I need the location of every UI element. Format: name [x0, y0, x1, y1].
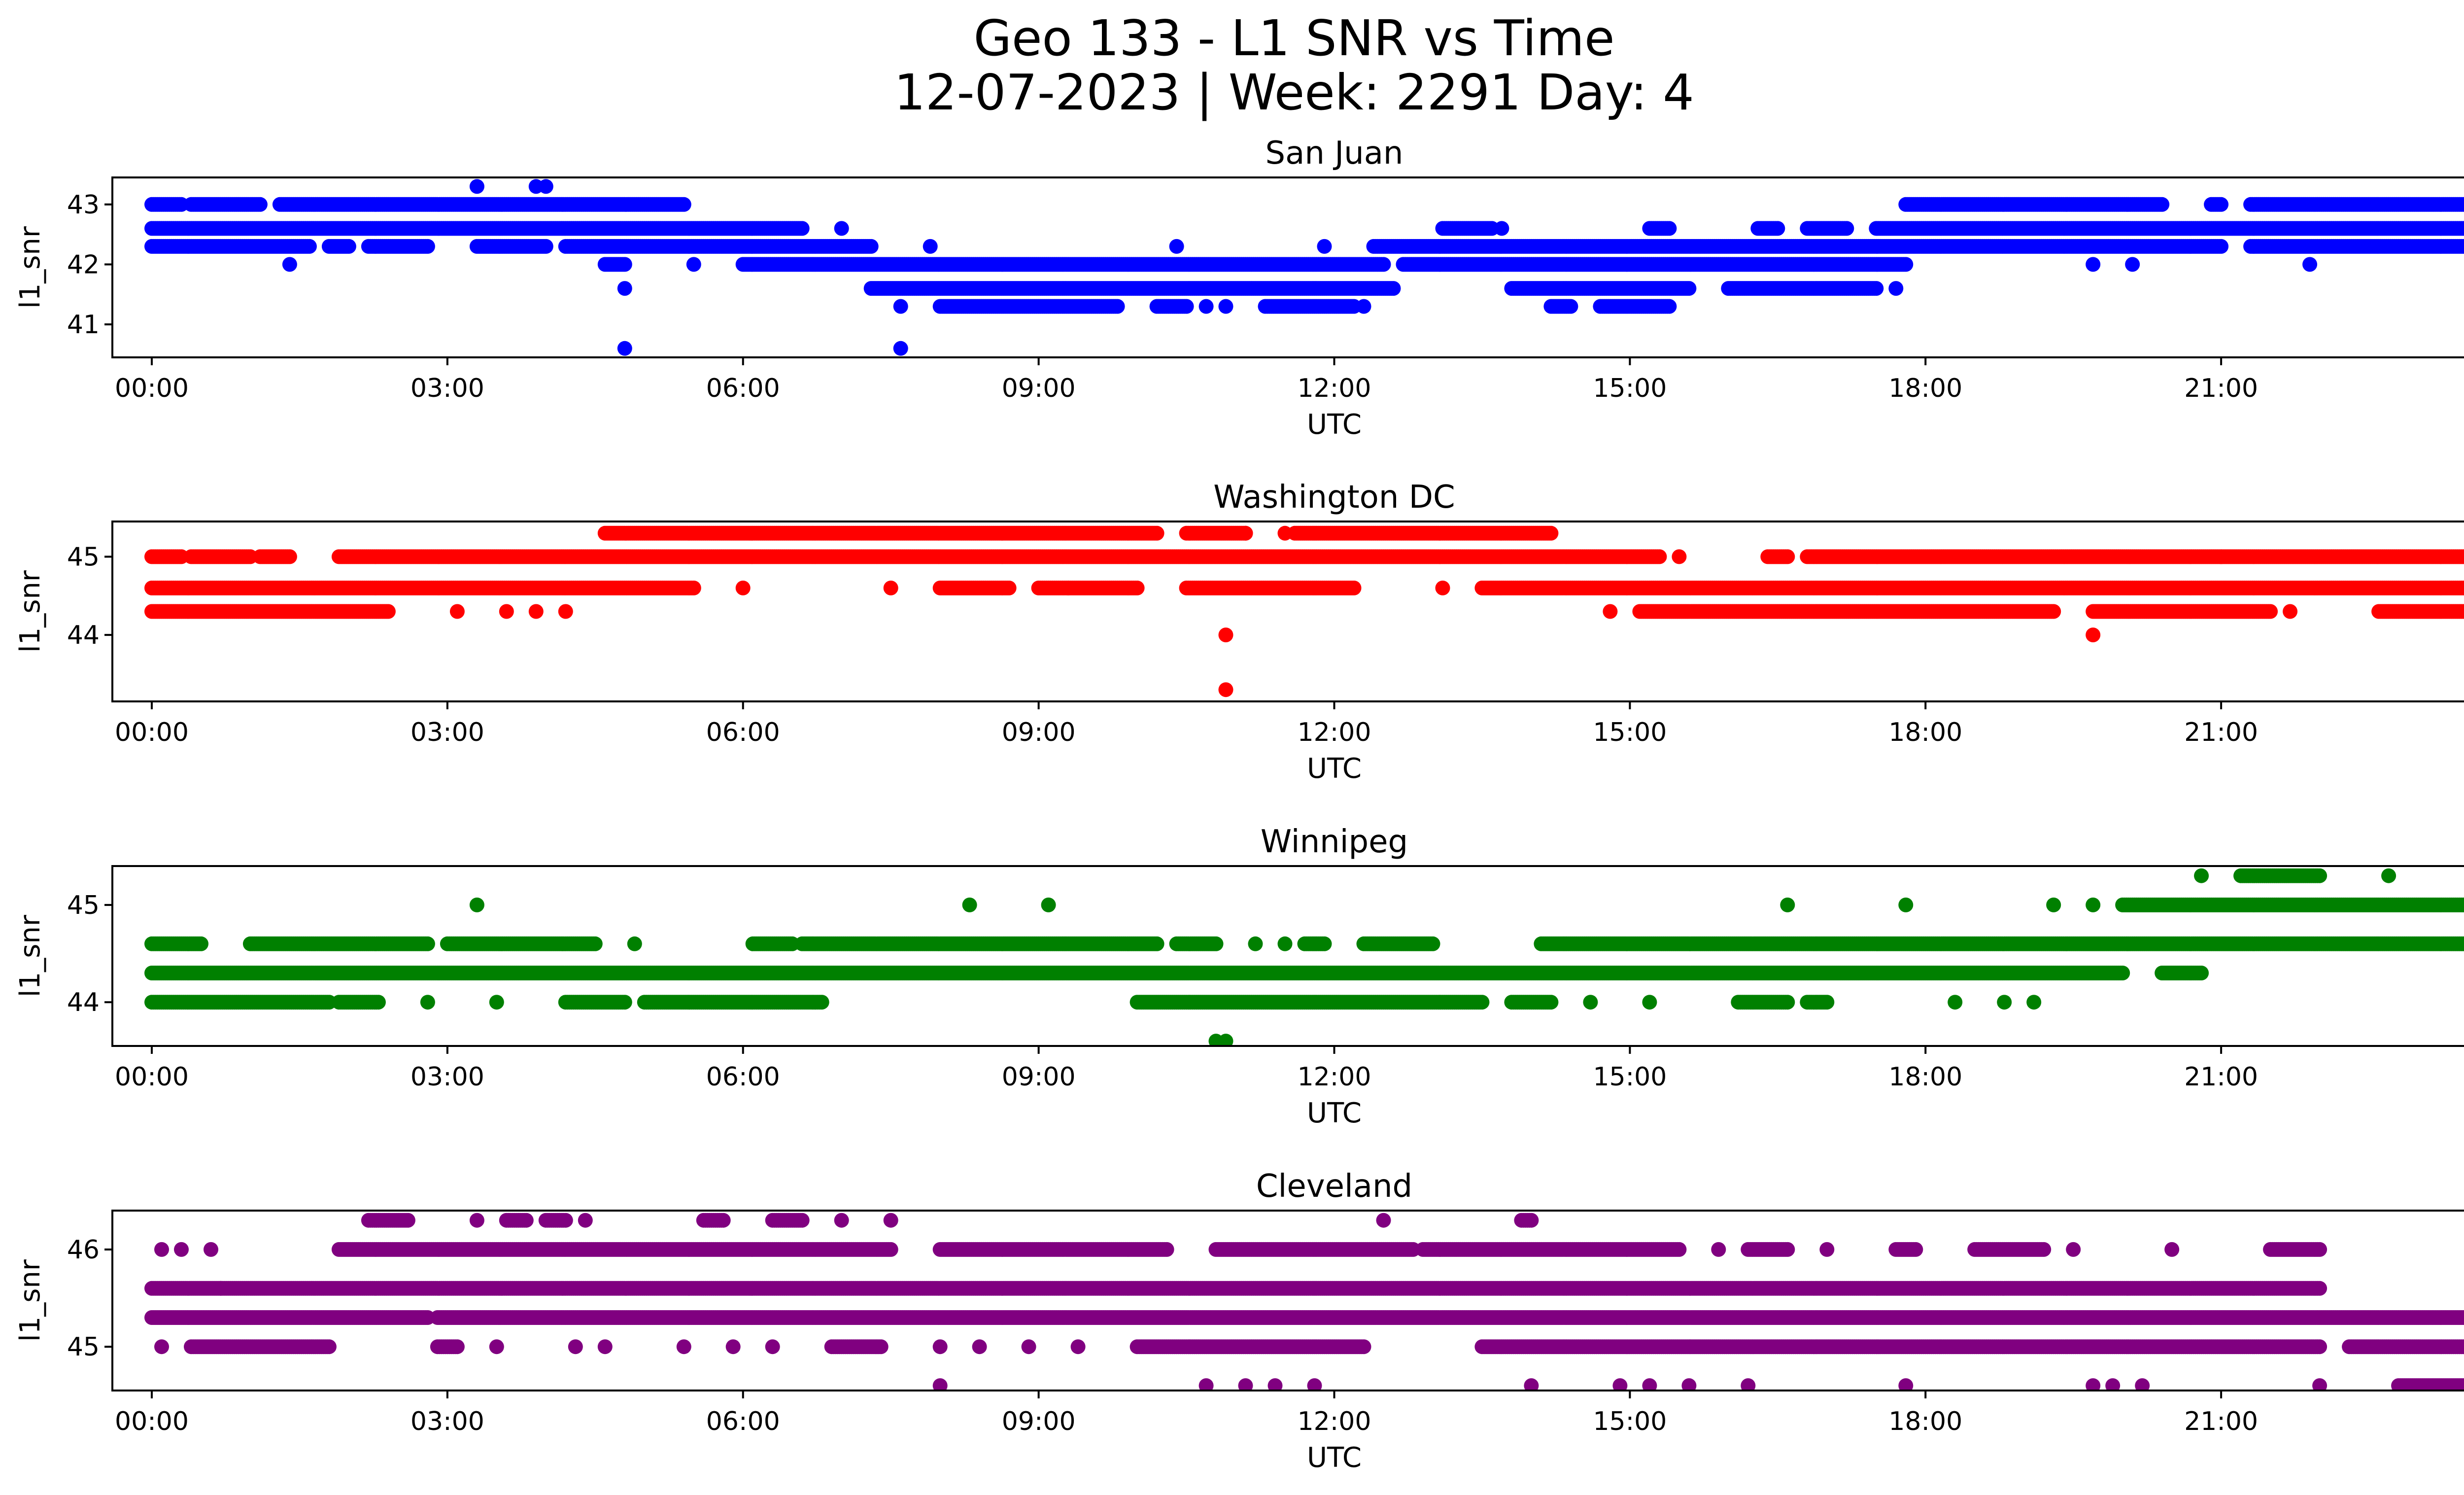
data-points	[144, 525, 2464, 697]
data-point	[1376, 257, 1391, 272]
y-axis-label: l1_snr	[14, 226, 46, 309]
data-point	[282, 549, 297, 564]
data-point	[2302, 257, 2318, 272]
data-point	[1110, 299, 1125, 314]
data-point	[252, 197, 268, 212]
data-point	[1652, 549, 1667, 564]
x-tick-label: 12:00	[1298, 374, 1371, 403]
data-point	[2462, 223, 2464, 234]
x-tick-label: 00:00	[115, 374, 189, 403]
data-point	[1317, 239, 1332, 254]
x-tick-label: 18:00	[1888, 374, 1962, 403]
data-point	[893, 299, 908, 314]
data-point	[686, 257, 701, 272]
data-point	[302, 239, 317, 254]
data-point	[863, 239, 879, 254]
x-tick-label: 06:00	[706, 374, 780, 403]
data-point	[1681, 281, 1697, 296]
data-point	[617, 341, 632, 356]
panel-title: San Juan	[1266, 135, 1403, 172]
data-point	[923, 239, 938, 254]
data-point	[794, 221, 810, 236]
subplot-0: San Juan 00:00 03:00 06:00 09:00 12:00 15:00 18…	[14, 135, 2464, 441]
data-point	[617, 257, 632, 272]
data-point	[341, 239, 356, 254]
y-tick-label: 42	[67, 250, 100, 279]
data-point	[1356, 299, 1371, 314]
data-point	[469, 179, 484, 194]
data-point	[1543, 525, 1559, 541]
data-point	[1218, 299, 1233, 314]
x-tick-label: 09:00	[1002, 374, 1076, 403]
data-point	[2086, 257, 2101, 272]
data-point	[1662, 221, 1677, 236]
x-axis-label: UTC	[1307, 409, 1362, 441]
data-point	[1149, 525, 1164, 541]
data-point	[834, 221, 849, 236]
data-point	[893, 341, 908, 356]
data-point	[1839, 221, 1854, 236]
data-point	[617, 281, 632, 296]
x-tick-label: 21:00	[2184, 374, 2258, 403]
data-point	[1563, 299, 1578, 314]
data-point	[1169, 239, 1184, 254]
data-point	[1888, 281, 1904, 296]
data-point	[2462, 241, 2464, 252]
data-point	[538, 239, 553, 254]
data-point	[2462, 552, 2464, 562]
data-point	[2125, 257, 2140, 272]
y-tick-label: 43	[67, 190, 100, 220]
data-point	[1198, 299, 1214, 314]
data-point	[1386, 281, 1401, 296]
data-point	[2214, 197, 2229, 212]
data-point	[1770, 221, 1785, 236]
data-point	[2462, 199, 2464, 209]
data-point	[2155, 197, 2170, 212]
data-point	[1780, 549, 1795, 564]
data-point	[1494, 221, 1509, 236]
data-point	[1869, 281, 1884, 296]
y-tick-label: 41	[67, 310, 100, 340]
figure-title-line1: Geo 133 - L1 SNR vs Time	[974, 9, 1615, 67]
subplot-panels: San Juan 00:00 03:00 06:00 09:00 12:00 15:00 18…	[14, 135, 2464, 1474]
data-point	[282, 257, 297, 272]
data-point	[1662, 299, 1677, 314]
x-tick-label: 15:00	[1593, 374, 1667, 403]
figure-title-line2: 12-07-2023 | Week: 2291 Day: 4	[894, 64, 1694, 121]
data-point	[676, 197, 691, 212]
panel-title: Washington DC	[1213, 479, 1455, 516]
data-point	[2214, 239, 2229, 254]
x-tick-label: 03:00	[411, 374, 484, 403]
data-point	[1179, 299, 1194, 314]
data-point	[1898, 257, 1914, 272]
data-point	[420, 239, 435, 254]
data-points	[144, 179, 2464, 356]
data-point	[538, 179, 553, 194]
